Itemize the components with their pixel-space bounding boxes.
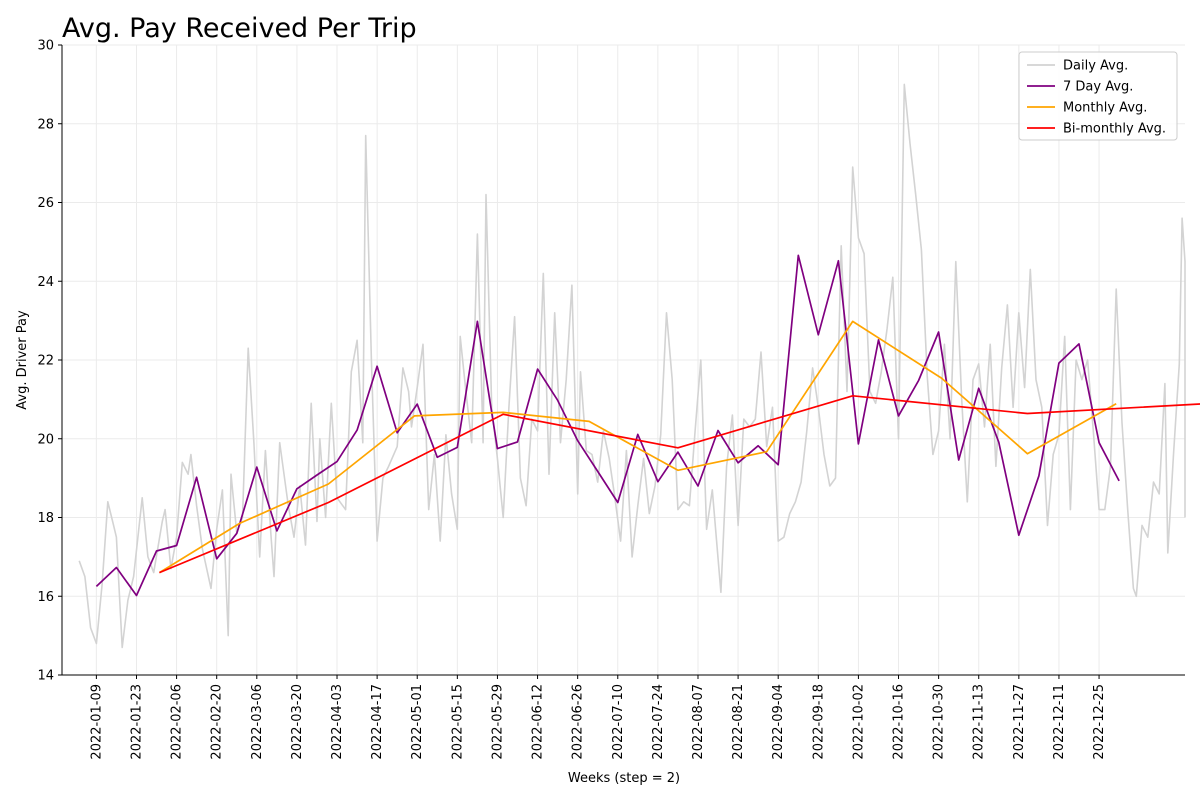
x-tick-label: 2022-12-25 <box>1092 684 1107 760</box>
x-tick-label: 2022-04-17 <box>370 684 385 760</box>
y-tick-label: 18 <box>37 511 54 526</box>
y-tick-label: 22 <box>37 354 54 369</box>
y-tick-label: 16 <box>37 590 54 605</box>
x-axis-title: Weeks (step = 2) <box>568 771 680 786</box>
x-tick-label: 2022-02-20 <box>210 684 225 760</box>
y-tick-label: 30 <box>37 39 54 54</box>
tick-labels: 14 16 18 20 22 24 26 28 30 2022-01-09 2022-01-23 20… <box>37 39 1107 760</box>
legend-label: Bi-monthly Avg. <box>1063 122 1166 137</box>
x-tick-label: 2022-12-11 <box>1052 684 1067 760</box>
series-line-3 <box>159 394 1200 574</box>
series-line-1 <box>95 254 1120 597</box>
x-tick-label: 2022-07-24 <box>651 684 666 760</box>
legend-label: Daily Avg. <box>1063 59 1128 74</box>
x-tick-label: 2022-10-16 <box>892 684 907 760</box>
x-tick-label: 2022-10-30 <box>932 684 947 760</box>
x-tick-label: 2022-01-23 <box>129 684 144 760</box>
series-lines <box>78 83 1200 649</box>
x-tick-label: 2022-05-15 <box>450 684 465 760</box>
legend-label: 7 Day Avg. <box>1063 80 1133 95</box>
x-tick-label: 2022-09-04 <box>771 684 786 760</box>
x-tick-label: 2022-05-01 <box>410 684 425 760</box>
y-tick-label: 14 <box>37 669 54 684</box>
x-tick-label: 2022-11-13 <box>972 684 987 760</box>
x-tick-label: 2022-03-20 <box>290 684 305 760</box>
x-tick-label: 2022-01-09 <box>89 684 104 760</box>
y-tick-label: 20 <box>37 432 54 447</box>
x-tick-label: 2022-07-10 <box>611 684 626 760</box>
x-tick-label: 2022-06-26 <box>571 684 586 760</box>
legend-label: Monthly Avg. <box>1063 101 1147 116</box>
y-axis-title: Avg. Driver Pay <box>15 310 30 410</box>
x-tick-label: 2022-11-27 <box>1012 684 1027 760</box>
x-tick-label: 2022-10-02 <box>851 684 866 760</box>
y-tick-label: 26 <box>37 196 54 211</box>
x-tick-label: 2022-04-03 <box>330 684 345 760</box>
grid-lines <box>62 44 1185 676</box>
series-line-0 <box>78 83 1186 649</box>
x-tick-label: 2022-09-18 <box>811 684 826 760</box>
series-line-2 <box>158 320 1117 574</box>
x-tick-label: 2022-02-06 <box>170 684 185 760</box>
x-tick-label: 2022-08-07 <box>691 684 706 760</box>
y-tick-label: 24 <box>37 275 54 290</box>
x-tick-label: 2022-06-12 <box>531 684 546 760</box>
legend: Daily Avg. 7 Day Avg. Monthly Avg. Bi-month… <box>1018 51 1178 141</box>
x-tick-label: 2022-08-21 <box>731 684 746 760</box>
x-tick-label: 2022-05-29 <box>490 684 505 760</box>
y-tick-label: 28 <box>37 117 54 132</box>
x-tick-label: 2022-03-06 <box>250 684 265 760</box>
axes <box>58 44 1185 679</box>
chart-title: Avg. Pay Received Per Trip <box>62 13 417 44</box>
legend-box <box>1018 51 1178 141</box>
